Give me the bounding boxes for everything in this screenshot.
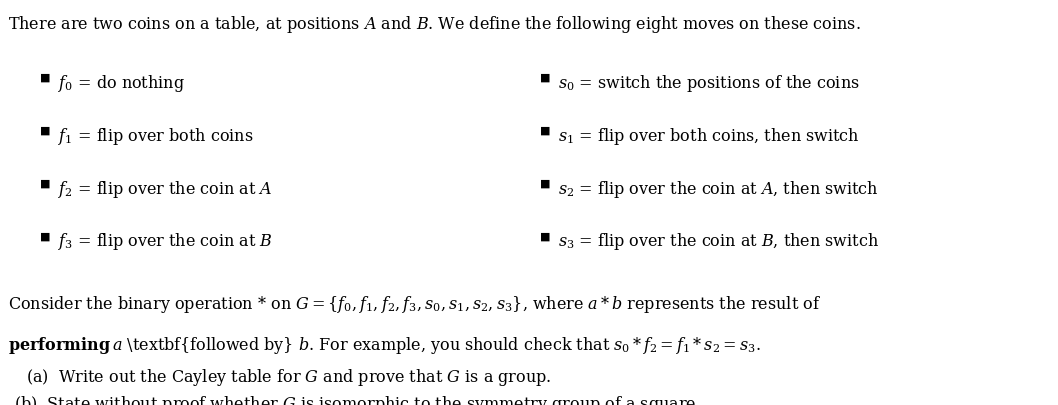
Text: ■: ■	[540, 73, 550, 83]
Text: ■: ■	[40, 178, 51, 188]
Text: $s_0$ = switch the positions of the coins: $s_0$ = switch the positions of the coin…	[558, 73, 859, 94]
Text: $f_2$ = flip over the coin at $A$: $f_2$ = flip over the coin at $A$	[58, 178, 273, 199]
Text: $f_1$ = flip over both coins: $f_1$ = flip over both coins	[58, 126, 254, 147]
Text: $s_3$ = flip over the coin at $B$, then switch: $s_3$ = flip over the coin at $B$, then …	[558, 231, 878, 252]
Text: $s_1$ = flip over both coins, then switch: $s_1$ = flip over both coins, then switc…	[558, 126, 859, 147]
Text: $s_2$ = flip over the coin at $A$, then switch: $s_2$ = flip over the coin at $A$, then …	[558, 178, 878, 199]
Text: ■: ■	[40, 126, 51, 136]
Text: (b)  State without proof whether $G$ is isomorphic to the symmetry group of a sq: (b) State without proof whether $G$ is i…	[14, 393, 700, 405]
Text: $a$ \textbf{followed by} $b$. For example, you should check that $s_0 * f_2 = f_: $a$ \textbf{followed by} $b$. For exampl…	[107, 334, 761, 355]
Text: ■: ■	[40, 231, 51, 241]
Text: ■: ■	[40, 73, 51, 83]
Text: ■: ■	[540, 231, 550, 241]
Text: ■: ■	[540, 178, 550, 188]
Text: There are two coins on a table, at positions $A$ and $B$. We define the followin: There are two coins on a table, at posit…	[8, 14, 861, 35]
Text: Consider the binary operation $*$ on $G = \{f_0, f_1, f_2, f_3, s_0, s_1, s_2, s: Consider the binary operation $*$ on $G …	[8, 294, 822, 315]
Text: ■: ■	[540, 126, 550, 136]
Text: (a)  Write out the Cayley table for $G$ and prove that $G$ is a group.: (a) Write out the Cayley table for $G$ a…	[26, 367, 552, 388]
Text: $\mathbf{performing}$: $\mathbf{performing}$	[8, 334, 112, 355]
Text: $f_3$ = flip over the coin at $B$: $f_3$ = flip over the coin at $B$	[58, 231, 273, 252]
Text: $f_0$ = do nothing: $f_0$ = do nothing	[58, 73, 185, 94]
